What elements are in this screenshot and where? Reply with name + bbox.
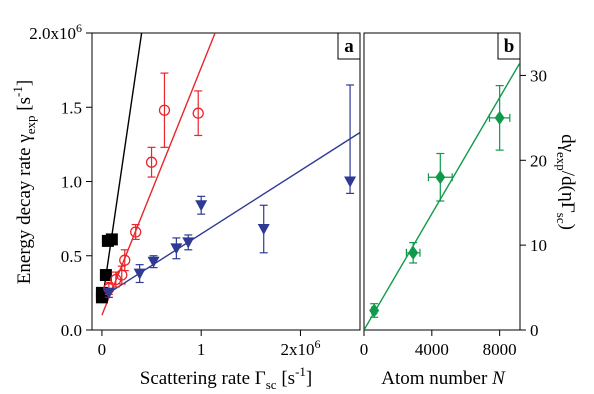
y-axis-label: Energy decay rate γexp [s-1] [10,80,38,284]
panel-letter-box [497,32,521,60]
y-tick-label: 0.0 [61,321,82,340]
data-point-triangle-down [147,256,160,268]
data-point-diamond [494,110,505,125]
y-tick-label: 0.5 [61,247,82,266]
panel-a: 0 1 2x106 0.0 0.5 1.0 1.5 2.0x106 a Scattering ra… [10,21,361,392]
x-tick-label: 0 [98,340,107,359]
y-tick-label: 30 [530,66,547,85]
data-point-square [105,233,118,246]
x-tick-label: 0 [360,340,369,359]
y-tick-label: 0 [530,321,539,340]
fit-line-diamond [364,62,520,330]
y-tick-label: 2.0x106 [29,21,82,43]
plot-frame [91,32,361,331]
data-point-triangle-down [170,243,183,255]
data-point-circle-open [130,226,142,238]
plot-area [95,33,360,316]
y-tick-label: 1.0 [61,173,82,192]
x-axis-label: Atom number N [381,368,506,389]
data-point-triangle-down [133,268,146,280]
data-point-triangle-down [195,200,208,212]
x-axis-label: Scattering rate Γsc [s-1] [140,364,313,392]
data-point-triangle-down [182,237,195,249]
x-tick-label: 1 [197,340,206,359]
y-axis-label: dγexp/d(ηΓsc) [554,134,578,230]
y-tick-label: 20 [530,151,547,170]
y-tick-label: 1.5 [61,98,82,117]
data-point-circle-open [145,156,158,168]
plot-frame [363,32,521,331]
x-tick-label: 2x106 [280,337,320,359]
panel-letter: a [344,36,354,57]
data-point-circle-open [119,254,131,266]
data-point-triangle-down [257,224,270,236]
y-tick-label: 10 [530,236,547,255]
data-point-triangle-down [344,176,357,188]
fit-line-square [101,33,143,304]
data-point-square [99,269,112,282]
x-tick-label: 4000 [415,340,449,359]
panel-letter-box [337,32,361,60]
data-point-triangle-down [102,287,115,299]
plot-area [364,62,520,330]
data-point-circle-open [158,104,171,116]
fit-line-circle-open [101,33,216,316]
data-point-diamond [435,170,446,185]
panel-letter: b [504,36,515,57]
x-tick-label: 8000 [483,340,517,359]
data-point-circle-open [192,107,204,119]
panel-b: 0 4000 8000 0 10 20 30 b Atom number N dγexp/d(ηΓ… [360,32,578,389]
data-point-diamond [408,245,419,260]
data-point-diamond [369,303,380,318]
